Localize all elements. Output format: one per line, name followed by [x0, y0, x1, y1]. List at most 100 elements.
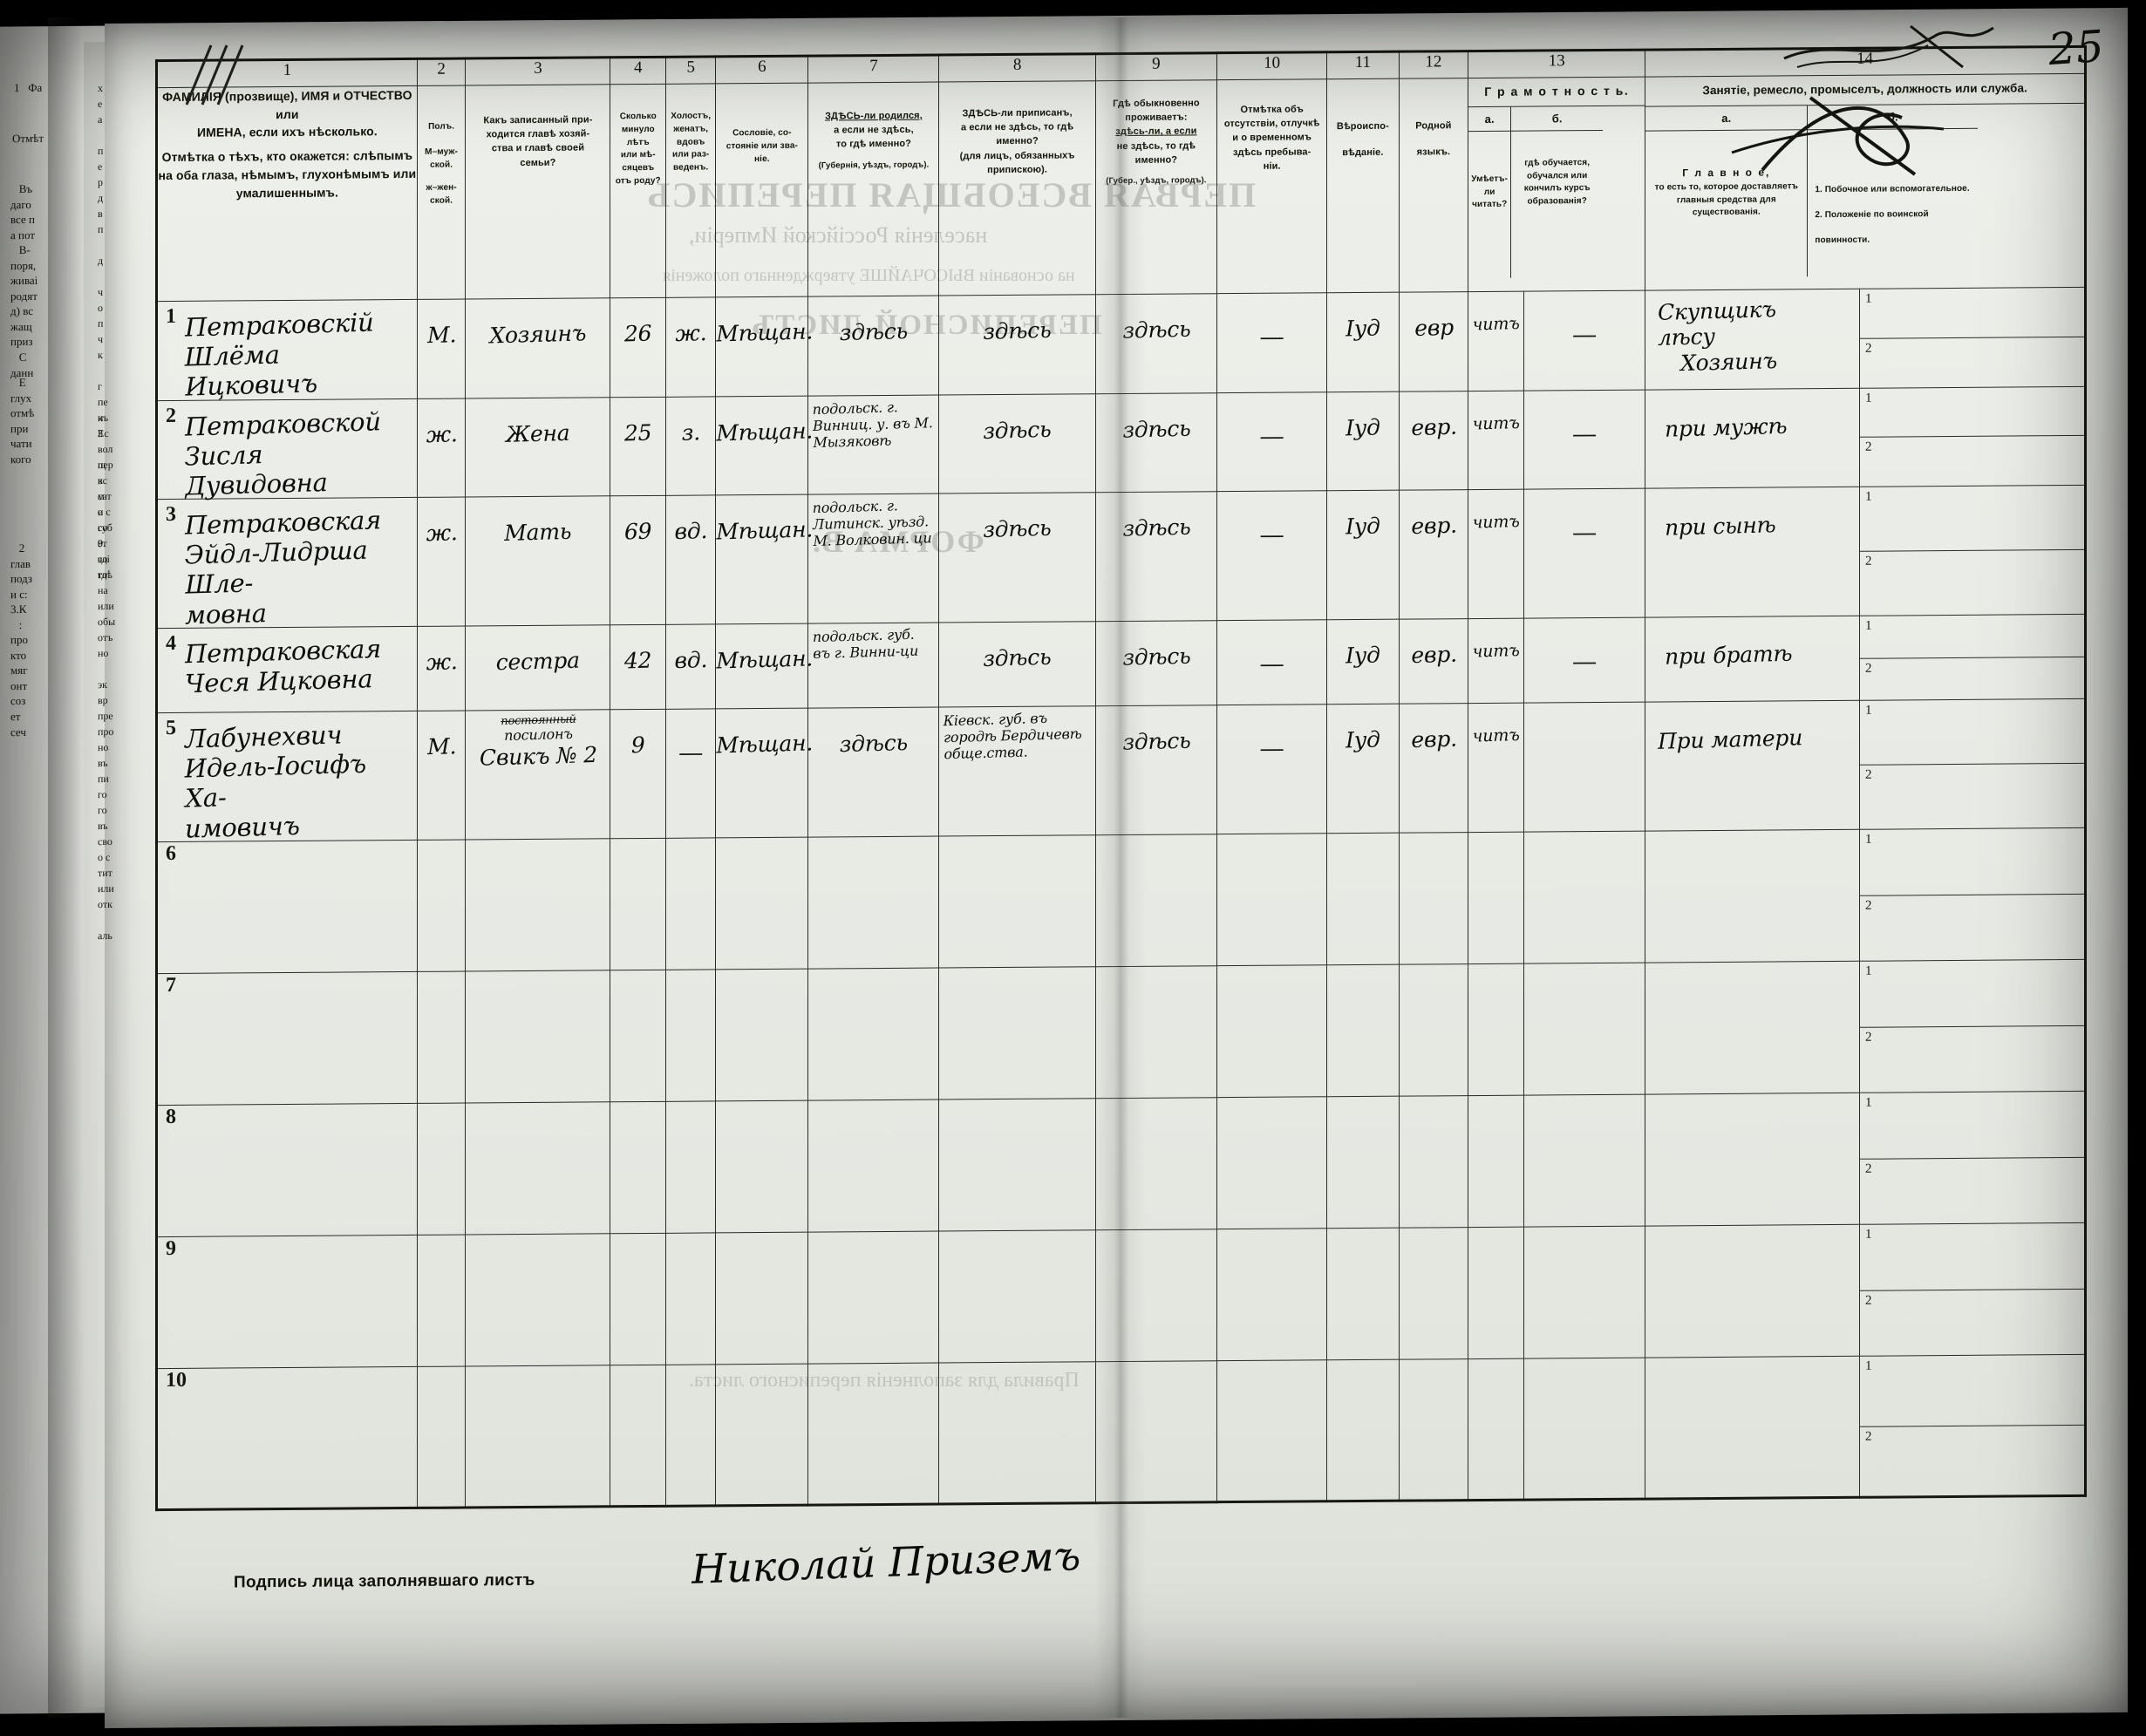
cell-marital-9[interactable] — [665, 1232, 716, 1365]
cell-religion-10[interactable] — [1326, 1359, 1400, 1501]
cell-name-9[interactable]: 9 — [156, 1235, 418, 1369]
cell-religion-6[interactable] — [1326, 833, 1400, 965]
cell-estate-5[interactable]: Мѣщан. — [715, 708, 814, 838]
cell-birthplace-1[interactable]: здѣсь — [807, 295, 939, 396]
cell-marital-1[interactable]: ж. — [665, 296, 716, 397]
cell-occupation-main-5[interactable]: При матери — [1645, 700, 1860, 832]
cell-age-4[interactable]: 42 — [610, 624, 666, 710]
cell-language-7[interactable] — [1399, 963, 1468, 1097]
cell-religion-1[interactable]: Іуд — [1326, 292, 1400, 392]
cell-sex-10[interactable] — [417, 1366, 466, 1508]
cell-residence-6[interactable] — [1095, 834, 1217, 967]
cell-sex-5[interactable]: М. — [417, 711, 466, 841]
cell-literate-4[interactable]: читъ — [1468, 618, 1524, 704]
cell-age-1[interactable]: 26 — [610, 297, 666, 398]
cell-sex-9[interactable] — [417, 1235, 466, 1367]
cell-age-3[interactable]: 69 — [610, 495, 666, 625]
cell-religion-3[interactable]: Іуд — [1326, 490, 1400, 620]
cell-relation-1[interactable]: Хозяинъ — [465, 297, 610, 398]
cell-name-6[interactable]: 6 — [156, 840, 418, 974]
cell-absence-10[interactable] — [1216, 1359, 1327, 1502]
cell-estate-3[interactable]: Мѣщан. — [715, 494, 814, 625]
cell-sex-7[interactable] — [417, 971, 466, 1104]
cell-registered-8[interactable] — [938, 1098, 1096, 1232]
cell-registered-1[interactable]: здѣсь — [938, 294, 1096, 395]
cell-relation-4[interactable]: сестра — [465, 624, 610, 711]
cell-occupation-side-2[interactable]: 1 2 — [1859, 385, 2086, 487]
cell-religion-7[interactable] — [1326, 964, 1400, 1097]
cell-residence-1[interactable]: здѣсь — [1095, 293, 1217, 394]
cell-name-2[interactable]: 2 Петраковской Зисля Дувидовна — [156, 398, 418, 501]
cell-absence-4[interactable]: — — [1216, 619, 1327, 705]
cell-absence-7[interactable] — [1216, 964, 1327, 1098]
cell-language-3[interactable]: евр. — [1399, 489, 1468, 620]
cell-birthplace-10[interactable] — [807, 1363, 939, 1506]
cell-estate-8[interactable] — [715, 1100, 808, 1233]
cell-sex-6[interactable] — [417, 840, 466, 972]
cell-name-4[interactable]: 4 Петраковская Чеся Ицковна — [156, 626, 418, 713]
cell-literate-2[interactable]: читъ — [1468, 390, 1524, 490]
cell-education-6[interactable] — [1523, 831, 1645, 964]
cell-name-3[interactable]: 3 Петраковская Эйдл-Лидрша Шле- мовна — [156, 497, 418, 630]
table-row[interactable]: 3 Петраковская Эйдл-Лидрша Шле- мовна ж.… — [156, 485, 2086, 630]
cell-estate-4[interactable]: Мѣщан. — [715, 623, 814, 710]
cell-registered-2[interactable]: здѣсь — [938, 393, 1096, 494]
cell-residence-2[interactable]: здѣсь — [1095, 392, 1217, 493]
cell-religion-8[interactable] — [1326, 1096, 1400, 1229]
cell-occupation-side-4[interactable]: 1 2 — [1859, 614, 2086, 701]
cell-sex-1[interactable]: М. — [417, 298, 466, 399]
cell-estate-7[interactable] — [715, 969, 808, 1101]
cell-religion-2[interactable]: Іуд — [1326, 391, 1400, 492]
cell-residence-3[interactable]: здѣсь — [1095, 491, 1217, 622]
cell-absence-6[interactable] — [1216, 833, 1327, 966]
cell-occupation-side-1[interactable]: 1 2 — [1859, 287, 2086, 388]
table-row[interactable]: 4 Петраковская Чеся Ицковна ж. сестра 42… — [156, 614, 2086, 713]
cell-name-1[interactable]: 1 Петраковскій Шлёма Ицковичъ — [156, 299, 418, 402]
cell-sex-8[interactable] — [417, 1103, 466, 1236]
cell-birthplace-3[interactable]: подольск. г. Литинск. уѣзд. М. Волковин.… — [807, 494, 939, 624]
cell-estate-10[interactable] — [715, 1364, 808, 1506]
cell-relation-8[interactable] — [465, 1101, 610, 1236]
cell-literate-5[interactable]: читъ — [1468, 703, 1524, 833]
cell-literate-3[interactable]: читъ — [1468, 489, 1524, 619]
cell-residence-8[interactable] — [1095, 1097, 1217, 1230]
cell-marital-3[interactable]: вд. — [665, 495, 716, 625]
cell-occupation-main-10[interactable] — [1645, 1356, 1860, 1500]
cell-name-7[interactable]: 7 — [156, 971, 418, 1106]
cell-language-8[interactable] — [1399, 1095, 1468, 1229]
cell-absence-3[interactable]: — — [1216, 491, 1327, 621]
cell-occupation-main-9[interactable] — [1645, 1224, 1860, 1358]
cell-age-5[interactable]: 9 — [610, 709, 666, 839]
cell-marital-8[interactable] — [665, 1100, 716, 1234]
cell-education-9[interactable] — [1523, 1226, 1645, 1359]
cell-language-4[interactable]: евр. — [1399, 618, 1468, 705]
cell-absence-2[interactable]: — — [1216, 391, 1327, 492]
cell-estate-6[interactable] — [715, 837, 808, 970]
cell-registered-3[interactable]: здѣсь — [938, 492, 1096, 623]
cell-age-7[interactable] — [610, 970, 666, 1102]
cell-estate-2[interactable]: Мѣщан. — [715, 395, 814, 496]
cell-marital-4[interactable]: вд. — [665, 624, 716, 710]
cell-residence-10[interactable] — [1095, 1360, 1217, 1503]
cell-estate-1[interactable]: Мѣщан. — [715, 296, 814, 397]
cell-birthplace-6[interactable] — [807, 836, 939, 970]
cell-literate-7[interactable] — [1468, 963, 1524, 1096]
cell-occupation-main-7[interactable] — [1645, 961, 1860, 1095]
cell-relation-3[interactable]: Мать — [465, 496, 610, 627]
cell-literate-10[interactable] — [1468, 1358, 1524, 1501]
cell-occupation-main-6[interactable] — [1645, 829, 1860, 963]
cell-absence-8[interactable] — [1216, 1096, 1327, 1229]
cell-education-2[interactable]: — — [1523, 389, 1645, 490]
cell-marital-6[interactable] — [665, 837, 716, 970]
cell-age-6[interactable] — [610, 838, 666, 970]
cell-relation-10[interactable] — [465, 1365, 610, 1508]
cell-marital-2[interactable]: з. — [665, 396, 716, 496]
cell-occupation-main-3[interactable]: при сынѣ — [1645, 487, 1860, 618]
cell-estate-9[interactable] — [715, 1232, 808, 1365]
